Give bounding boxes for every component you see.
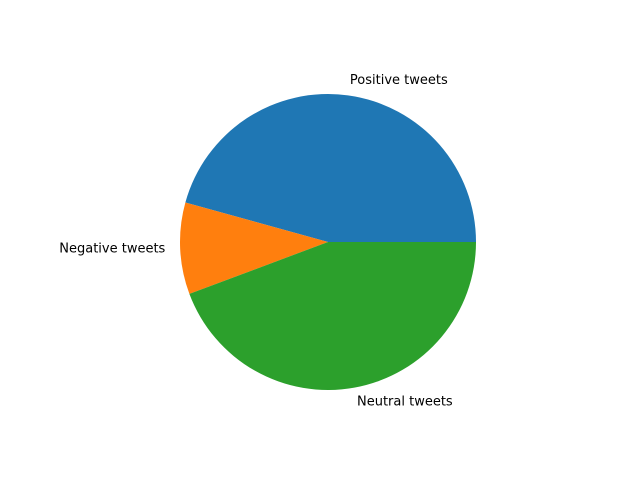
pie-slice-positive-tweets [185, 93, 476, 242]
pie-slices [179, 93, 476, 391]
pie-slice-neutral-tweets [189, 242, 476, 391]
pie-label-positive-tweets: Positive tweets [350, 73, 448, 88]
pie-label-neutral-tweets: Neutral tweets [357, 395, 453, 410]
pie-slice-negative-tweets [179, 202, 328, 294]
pie-label-negative-tweets: Negative tweets [59, 242, 165, 257]
pie-labels: Positive tweets Negative tweets Neutral tw… [59, 73, 453, 410]
